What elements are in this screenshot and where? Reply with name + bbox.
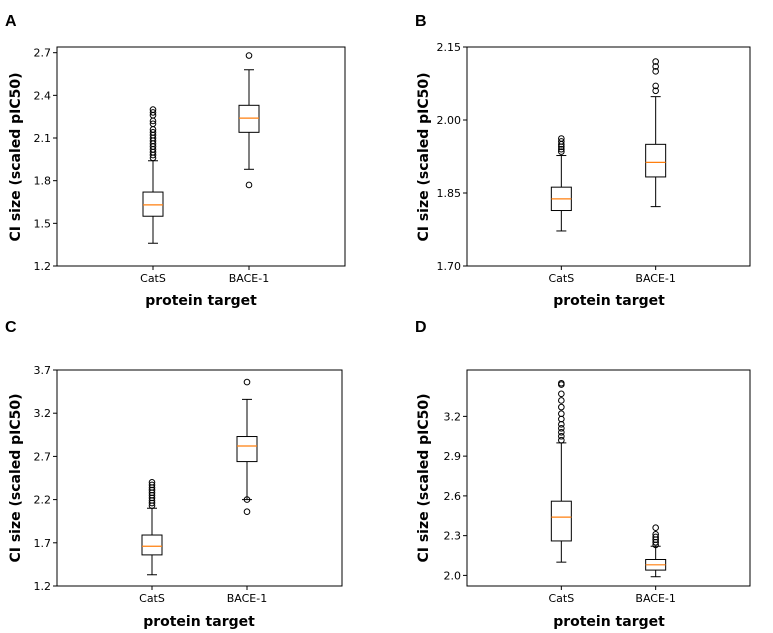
outlier-point [558,403,565,411]
panel-a: A 1.2 1.5 1.8 2.1 2.4 2.7 CatS BACE-1 protein tar… [5,13,346,309]
x-tick-label-cats: CatS [140,272,166,285]
axes-frame [466,46,751,267]
outlier-point [652,524,659,531]
outlier-point [558,379,565,387]
x-axis-label: protein target [143,614,255,630]
outlier-point [558,425,565,432]
outlier-point [558,138,565,145]
outlier-point [558,145,565,153]
iqr-box [141,534,163,556]
outlier-point [558,390,565,398]
outlier-point [149,109,157,116]
x-axis-label: protein target [145,293,257,309]
y-tick-label: 2.7 [34,47,52,60]
axes-frame [56,46,346,267]
outlier-point [148,479,156,486]
outlier-point [558,428,565,436]
outlier-point [652,533,659,541]
outlier-point [558,436,565,444]
x-tick-label-bace-1: BACE-1 [229,272,269,285]
y-tick-label: 2.00 [437,114,462,127]
x-tick-label-bace-1: BACE-1 [227,592,267,605]
iqr-box [238,104,260,133]
y-tick-label: 2.1 [34,132,52,145]
outlier-point [652,68,659,75]
x-tick-label-cats: CatS [139,592,165,605]
y-tick-label: 2.7 [34,450,52,463]
outlier-point [149,120,157,128]
boxplot-cats [550,135,572,232]
y-tick-label: 2.3 [444,530,462,543]
y-tick-label: 1.5 [34,217,52,230]
boxplot-bace-1 [236,378,258,515]
outlier-point [652,58,659,65]
x-tick-label-cats: CatS [548,592,574,605]
x-axis-label: protein target [553,614,665,630]
x-tick-label-bace-1: BACE-1 [635,272,675,285]
outlier-point [243,496,251,503]
panel-letter: D [415,319,427,336]
outlier-point [558,397,565,404]
iqr-box [550,500,572,542]
y-tick-label: 1.70 [437,260,462,273]
y-axis-label: CI size (scaled pIC50) [416,72,432,241]
y-tick-label: 1.8 [34,175,52,188]
panel-b: B 1.70 1.85 2.00 2.15 CatS BACE-1 protein targe… [415,13,751,309]
outlier-point [149,106,157,113]
y-tick-label: 2.2 [34,494,52,507]
iqr-box [142,191,164,217]
outlier-point [558,432,565,440]
x-axis-label: protein target [553,293,665,309]
y-tick-label: 2.9 [444,450,462,463]
outlier-point [243,378,251,386]
y-tick-label: 2.4 [34,89,52,102]
y-tick-label: 1.2 [34,260,52,273]
y-axis-label: CI size (scaled pIC50) [416,393,432,562]
boxplot-cats [550,379,572,563]
panel-c: C 1.2 1.7 2.2 2.7 3.2 3.7 CatS BACE-1 protein tar… [5,319,343,630]
iqr-box [236,436,258,463]
boxplot-cats [141,479,163,576]
outlier-point [558,148,565,155]
x-tick-label-bace-1: BACE-1 [635,592,675,605]
outlier-point [652,87,659,95]
outlier-point [148,481,156,489]
y-tick-label: 1.2 [34,580,52,593]
y-tick-label: 3.2 [444,410,462,423]
outlier-point [652,531,659,538]
boxplot-cats [142,106,164,244]
y-tick-label: 2.0 [444,569,462,582]
panel-letter: A [5,13,17,30]
outlier-point [245,181,253,189]
y-tick-label: 3.2 [34,407,52,420]
iqr-box [645,143,667,178]
y-tick-label: 3.7 [34,364,52,377]
outlier-point [652,63,659,70]
y-tick-label: 2.6 [444,490,462,503]
boxplot-bace-1 [238,52,260,189]
outlier-point [652,82,659,90]
outlier-point [245,52,253,59]
panel-letter: C [5,319,17,336]
panel-letter: B [415,13,427,30]
y-tick-label: 1.85 [437,187,462,200]
boxplot-bace-1 [645,524,667,578]
y-tick-label: 1.7 [34,537,52,550]
x-tick-label-cats: CatS [548,272,574,285]
axes-frame [466,369,751,587]
y-axis-label: CI size (scaled pIC50) [8,72,24,241]
y-axis-label: CI size (scaled pIC50) [8,393,24,562]
outlier-point [243,508,251,515]
panel-d: D 2.0 2.3 2.6 2.9 3.2 CatS BACE-1 protein target… [415,319,751,630]
axes-frame [56,369,343,587]
outlier-point [149,129,157,136]
boxplot-bace-1 [645,58,667,208]
y-tick-label: 2.15 [437,41,462,54]
outlier-point [558,135,565,142]
outlier-point [558,410,565,418]
